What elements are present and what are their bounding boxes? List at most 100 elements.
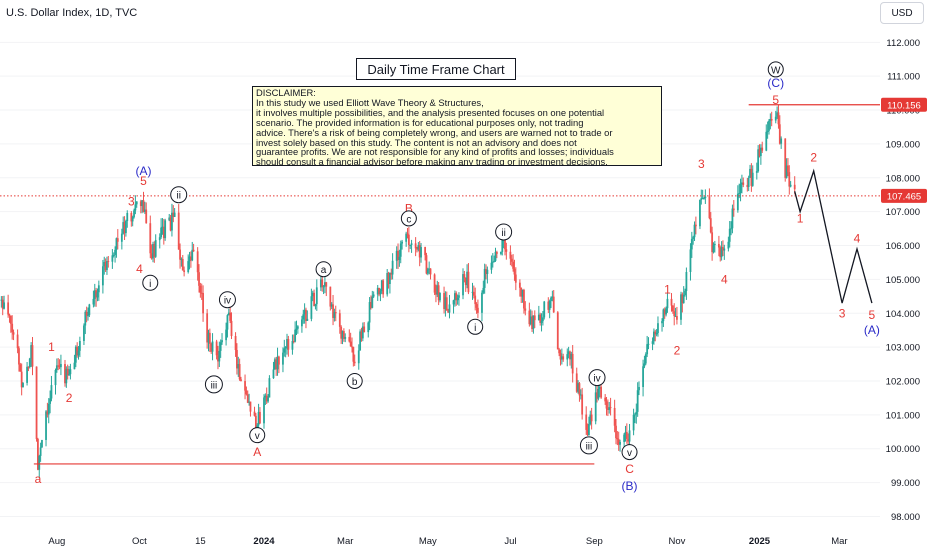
wave-label: 3 — [698, 157, 705, 171]
wave-circle — [218, 291, 236, 309]
candle-body — [414, 243, 417, 249]
candle-body — [349, 341, 352, 347]
wave-label: ii — [495, 223, 513, 241]
candle-body — [548, 300, 551, 310]
candle-body — [739, 184, 742, 194]
candle-body — [520, 287, 523, 297]
candle-body — [757, 149, 760, 172]
candle-body — [142, 200, 145, 212]
candle-body — [60, 364, 62, 368]
wave-label: 5 — [140, 174, 147, 188]
wave-label: 5 — [772, 93, 779, 107]
wave-label: 4 — [854, 232, 861, 246]
candle-body — [588, 424, 590, 436]
candle-body — [378, 287, 380, 295]
candle-body — [96, 292, 99, 298]
candle-body — [585, 414, 588, 430]
price-tag — [881, 97, 927, 112]
wave-label: 1 — [797, 211, 804, 225]
candle-body — [391, 260, 394, 275]
y-tick-label: 107.000 — [886, 207, 920, 218]
y-tick-label: 104.000 — [886, 309, 920, 320]
candle-body — [263, 397, 265, 424]
candle-body — [310, 296, 313, 319]
candle-body — [436, 285, 439, 295]
candle-body — [230, 320, 233, 337]
candle-body — [471, 291, 474, 293]
candle-body — [254, 415, 257, 430]
candle-body — [509, 251, 512, 259]
disclaimer-line: In this study we used Elliott Wave Theor… — [256, 96, 484, 108]
candle-body — [709, 218, 712, 233]
candle-body — [114, 249, 116, 255]
wave-label-text: c — [406, 214, 411, 225]
candle-body — [445, 297, 448, 311]
wave-label: W — [767, 61, 784, 78]
candle-body — [240, 379, 242, 382]
candle-body — [543, 301, 546, 318]
candle-body — [467, 271, 470, 293]
candle-body — [104, 262, 107, 271]
candle-body — [560, 356, 563, 360]
candle-body — [352, 346, 355, 362]
candle-body — [305, 309, 307, 321]
disclaimer-box: DISCLAIMER: In this study we used Elliot… — [252, 86, 662, 166]
candle-body — [329, 286, 332, 307]
disclaimer-line: DISCLAIMER: — [256, 87, 316, 98]
candle-body — [632, 414, 635, 431]
candle-body — [504, 236, 506, 250]
price-axis[interactable]: 98.000 99.000 100.000 101.000 102.000 103.000… — [881, 38, 927, 523]
wave-circle — [621, 444, 638, 461]
candle-body — [690, 238, 693, 250]
wave-label: v — [249, 427, 266, 444]
wave-label-text: 1 — [664, 283, 671, 297]
candle-body — [613, 407, 616, 426]
candle-body — [135, 201, 138, 205]
candle-body — [452, 300, 455, 305]
candle-body — [577, 383, 579, 392]
candle-body — [540, 321, 543, 323]
candle-body — [653, 331, 655, 342]
currency-button[interactable]: USD — [880, 2, 924, 24]
candle-body — [31, 345, 34, 367]
candle-body — [22, 382, 24, 388]
candle-body — [604, 397, 607, 402]
candle-body — [571, 353, 574, 374]
wave-label: C — [625, 462, 634, 476]
wave-label: (B) — [622, 479, 638, 493]
candle-body — [500, 251, 502, 254]
candle-body — [627, 438, 630, 442]
candle-body — [101, 266, 104, 286]
x-tick-label: Jul — [504, 536, 516, 547]
candle-body — [340, 326, 343, 339]
candle-body — [741, 182, 743, 185]
candle-body — [116, 238, 119, 242]
time-axis[interactable]: Aug Oct 15 2024 Mar May Jul Sep Nov 2025 Mar — [48, 536, 847, 547]
candle-body — [12, 332, 15, 335]
candle-body — [37, 438, 39, 470]
candle-body — [793, 184, 796, 190]
candle-body — [39, 447, 42, 456]
candle-body — [325, 282, 328, 287]
x-tick-label: Aug — [48, 536, 65, 547]
candle-body — [158, 237, 161, 241]
candle-body — [780, 138, 783, 144]
y-tick-label: 106.000 — [886, 241, 920, 252]
candle-body — [97, 285, 100, 293]
candle-body — [666, 298, 669, 309]
candle-body — [717, 243, 720, 248]
wave-label-text: 3 — [698, 157, 705, 171]
candle-body — [16, 334, 19, 349]
candle-body — [248, 401, 251, 403]
candle-body — [20, 371, 23, 388]
candle-body — [187, 261, 190, 273]
candle-body — [282, 352, 284, 365]
candle-body — [303, 309, 306, 315]
candle-body — [47, 403, 50, 415]
candle-body — [474, 295, 477, 305]
wave-label-text: v — [255, 431, 260, 442]
candle-body — [76, 346, 79, 356]
candle-body — [376, 287, 379, 295]
candle-body — [581, 394, 584, 415]
